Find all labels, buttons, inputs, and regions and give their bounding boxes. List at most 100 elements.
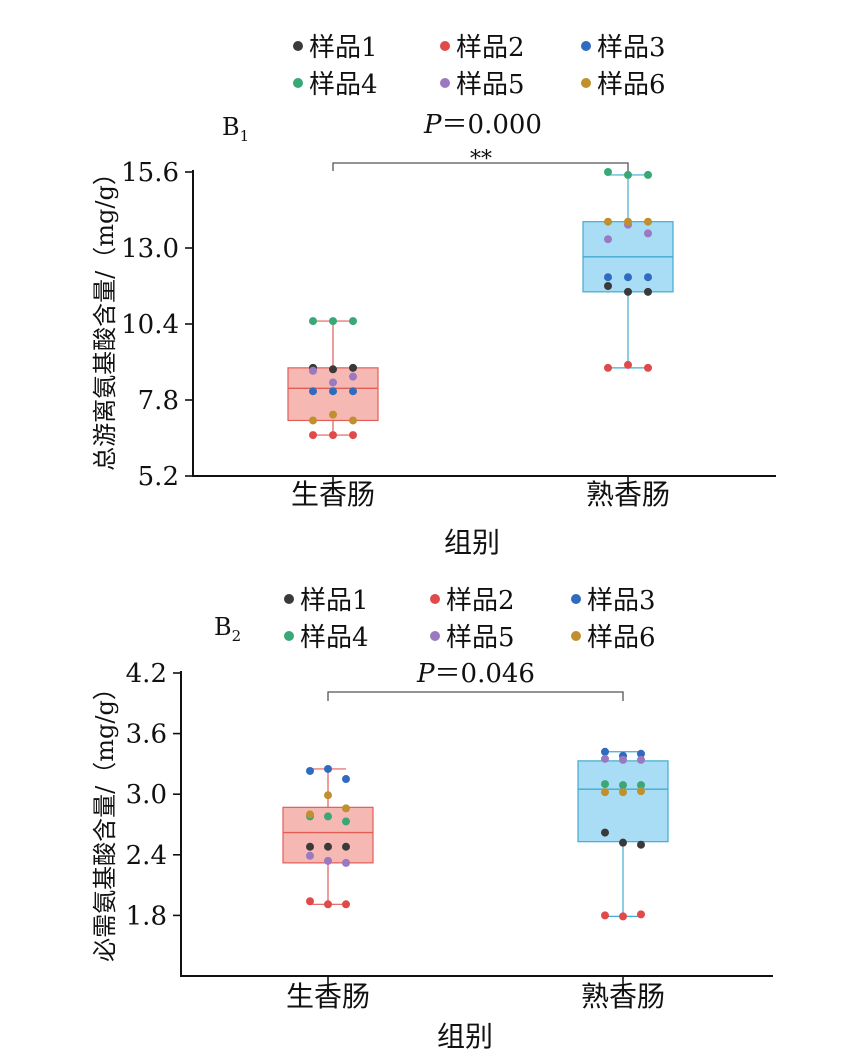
legend-item-6[interactable]: 样品6 — [571, 623, 656, 653]
y-axis-label: 必需氨基酸含量/（mg/g） — [91, 676, 119, 962]
legend-marker — [581, 41, 591, 51]
p-value-label: P＝0.046 — [416, 659, 535, 689]
y-tick-label: 7.8 — [138, 386, 179, 416]
legend-marker — [440, 41, 450, 51]
data-point — [329, 317, 337, 326]
data-point — [309, 387, 317, 396]
data-point — [644, 287, 652, 296]
data-point — [637, 787, 645, 796]
data-point — [637, 755, 645, 764]
legend-item-4[interactable]: 样品4 — [293, 70, 378, 100]
legend-label: 样品1 — [300, 586, 369, 616]
data-point — [624, 217, 632, 226]
data-point — [637, 749, 645, 758]
data-point — [619, 788, 627, 797]
data-point — [349, 387, 357, 396]
data-point — [637, 910, 645, 919]
data-point — [306, 851, 314, 860]
data-point — [329, 410, 337, 419]
x-tick-label: 熟香肠 — [586, 478, 670, 511]
legend-marker — [430, 631, 440, 641]
y-tick-label: 4.2 — [126, 659, 167, 689]
y-tick-label: 3.0 — [126, 780, 167, 810]
data-point — [624, 170, 632, 179]
data-point — [637, 781, 645, 790]
y-tick-label: 2.4 — [126, 841, 167, 871]
data-point — [342, 858, 350, 867]
legend-marker — [581, 78, 591, 88]
data-point — [342, 804, 350, 813]
panel-label: B1 — [222, 113, 249, 145]
panel-b1: 样品1 样品2 样品3 样品4 样品5 样品6 B1 — [91, 33, 776, 559]
legend-item-5[interactable]: 样品5 — [440, 70, 525, 100]
data-point — [329, 387, 337, 396]
data-points — [306, 747, 645, 921]
y-tick-label: 10.4 — [121, 310, 179, 340]
legend-label: 样品2 — [446, 586, 515, 616]
data-point — [306, 897, 314, 906]
data-point — [309, 317, 317, 326]
legend-item-1[interactable]: 样品1 — [284, 586, 369, 616]
y-tick-label: 5.2 — [138, 462, 179, 492]
legend-marker — [571, 631, 581, 641]
data-point — [644, 217, 652, 226]
legend-label: 样品5 — [446, 623, 515, 653]
data-point — [329, 431, 337, 440]
legend-item-1[interactable]: 样品1 — [293, 33, 378, 63]
legend-item-5[interactable]: 样品5 — [430, 623, 515, 653]
legend-item-2[interactable]: 样品2 — [440, 33, 525, 63]
legend-marker — [430, 594, 440, 604]
legend-label: 样品4 — [300, 623, 369, 653]
data-point — [619, 781, 627, 790]
data-point — [619, 755, 627, 764]
data-point — [324, 812, 332, 821]
data-point — [644, 170, 652, 179]
legend: 样品1 样品2 样品3 样品4 样品5 样品6 — [284, 586, 656, 653]
legend-item-2[interactable]: 样品2 — [430, 586, 515, 616]
data-point — [624, 273, 632, 282]
data-point — [324, 791, 332, 800]
data-point — [601, 911, 609, 920]
p-value-label: P＝0.000 — [423, 110, 542, 140]
data-point — [601, 747, 609, 756]
axes: 5.2 7.8 10.4 13.0 15.6 生香肠 熟香肠 — [121, 158, 776, 511]
data-point — [644, 363, 652, 372]
significance-bracket — [332, 162, 629, 171]
data-point — [604, 168, 612, 176]
legend-item-4[interactable]: 样品4 — [284, 623, 369, 653]
legend-marker — [293, 41, 303, 51]
data-point — [619, 912, 627, 921]
data-point — [624, 287, 632, 296]
data-point — [324, 900, 332, 909]
data-point — [324, 842, 332, 851]
panel-label: B2 — [214, 613, 241, 645]
data-point — [601, 828, 609, 837]
data-point — [644, 273, 652, 282]
legend-label: 样品3 — [587, 586, 656, 616]
panel-label-sub: 1 — [240, 127, 250, 145]
x-tick-label: 熟香肠 — [581, 980, 665, 1013]
legend-item-3[interactable]: 样品3 — [571, 586, 656, 616]
panel-label-sub: 2 — [232, 627, 242, 645]
x-tick-label: 生香肠 — [291, 478, 375, 511]
x-tick-label: 生香肠 — [286, 980, 370, 1013]
data-point — [604, 363, 612, 372]
legend-marker — [284, 594, 294, 604]
data-point — [624, 360, 632, 369]
legend-label: 样品1 — [309, 33, 378, 63]
data-point — [349, 372, 357, 381]
data-point — [309, 431, 317, 440]
data-points — [309, 168, 652, 440]
legend-label: 样品4 — [309, 70, 378, 100]
significance-bracket — [327, 691, 624, 701]
legend-item-3[interactable]: 样品3 — [581, 33, 666, 63]
data-point — [342, 842, 350, 851]
data-point — [604, 273, 612, 282]
box-1 — [582, 174, 674, 369]
data-point — [604, 235, 612, 244]
data-point — [306, 842, 314, 851]
data-point — [604, 282, 612, 290]
data-point — [309, 416, 317, 425]
significance-stars: ** — [470, 147, 492, 172]
legend-item-6[interactable]: 样品6 — [581, 70, 666, 100]
